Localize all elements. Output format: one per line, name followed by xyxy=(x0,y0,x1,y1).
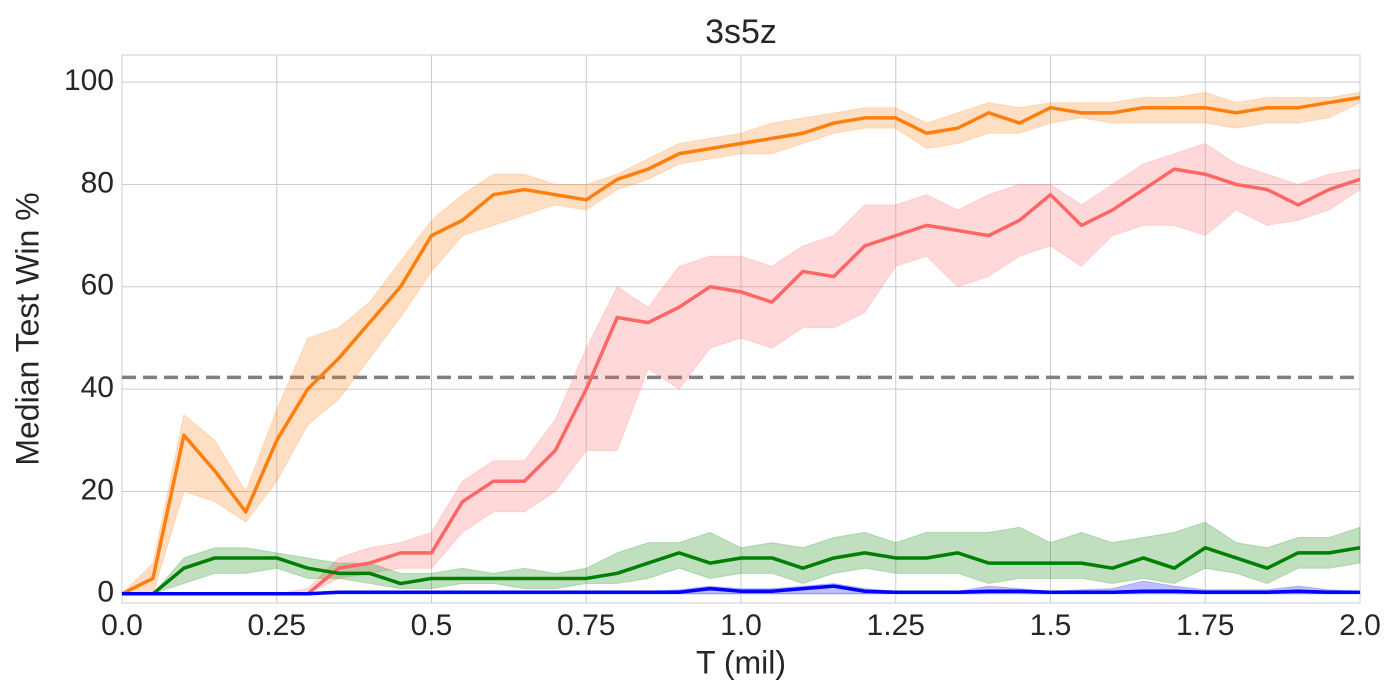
chart-title: 3s5z xyxy=(705,13,777,51)
x-tick-label: 1.0 xyxy=(720,609,762,642)
x-tick-label: 2.0 xyxy=(1339,609,1381,642)
x-tick-label: 0.75 xyxy=(557,609,615,642)
x-tick-label: 1.5 xyxy=(1030,609,1072,642)
y-tick-label: 80 xyxy=(81,166,114,199)
x-tick-label: 1.75 xyxy=(1176,609,1234,642)
series-line xyxy=(122,167,1361,596)
confidence-band xyxy=(120,91,1361,595)
y-tick-label: 20 xyxy=(81,473,114,506)
x-tick-label: 0.25 xyxy=(248,609,306,642)
y-tick-label: 0 xyxy=(97,576,114,609)
plot-frame xyxy=(121,54,1361,604)
x-tick-label: 0.5 xyxy=(411,609,453,642)
series-line xyxy=(122,584,1360,596)
y-axis-label: Median Test Win % xyxy=(9,192,45,465)
y-tick-label: 40 xyxy=(81,371,114,404)
x-tick-label: 0.0 xyxy=(101,609,143,642)
x-tick-label: 1.25 xyxy=(867,609,925,642)
y-tick-label: 60 xyxy=(81,269,114,302)
series-line xyxy=(121,95,1361,596)
x-axis-label: T (mil) xyxy=(696,644,786,680)
y-tick-label: 100 xyxy=(64,64,114,97)
series-line xyxy=(122,545,1361,596)
